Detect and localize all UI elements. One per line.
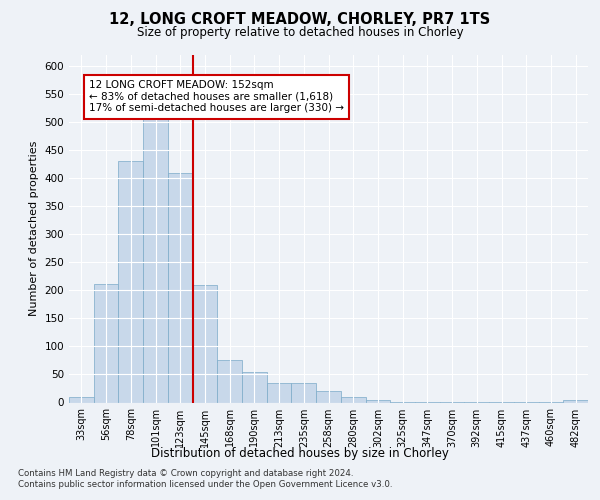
Text: 12, LONG CROFT MEADOW, CHORLEY, PR7 1TS: 12, LONG CROFT MEADOW, CHORLEY, PR7 1TS	[109, 12, 491, 28]
Bar	[267, 383, 292, 402]
Bar	[143, 114, 168, 403]
Text: Distribution of detached houses by size in Chorley: Distribution of detached houses by size …	[151, 448, 449, 460]
Bar	[316, 392, 341, 402]
Text: Contains HM Land Registry data © Crown copyright and database right 2024.: Contains HM Land Registry data © Crown c…	[18, 469, 353, 478]
Bar	[292, 383, 316, 402]
Text: 12 LONG CROFT MEADOW: 152sqm
← 83% of detached houses are smaller (1,618)
17% of: 12 LONG CROFT MEADOW: 152sqm ← 83% of de…	[89, 80, 344, 114]
Text: Contains public sector information licensed under the Open Government Licence v3: Contains public sector information licen…	[18, 480, 392, 489]
Bar	[341, 397, 365, 402]
Bar	[168, 172, 193, 402]
Bar	[563, 400, 588, 402]
Bar	[217, 360, 242, 403]
Bar	[193, 285, 217, 403]
Bar	[242, 372, 267, 402]
Y-axis label: Number of detached properties: Number of detached properties	[29, 141, 39, 316]
Text: Size of property relative to detached houses in Chorley: Size of property relative to detached ho…	[137, 26, 463, 39]
Bar	[118, 162, 143, 402]
Bar	[94, 284, 118, 403]
Bar	[365, 400, 390, 402]
Bar	[69, 397, 94, 402]
